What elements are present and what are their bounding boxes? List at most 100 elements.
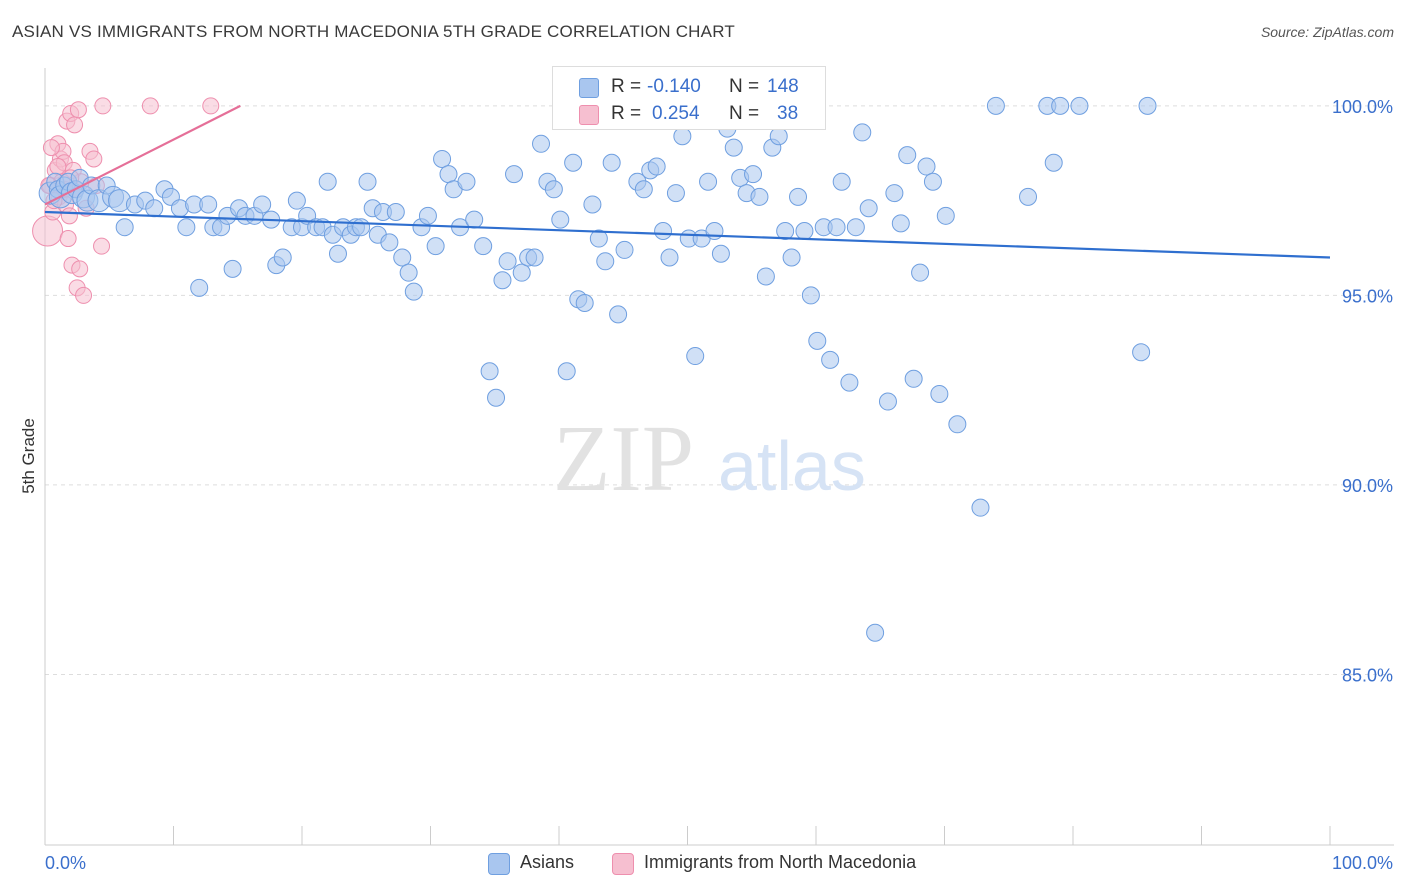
point-macedonia [94,97,112,115]
point-asians [948,415,967,434]
point-macedonia [69,101,87,119]
point-asians [596,252,615,271]
point-asians [177,218,196,237]
point-asians [418,206,437,225]
watermark: ZIP atlas [553,407,866,511]
point-asians [936,206,955,225]
point-asians [673,127,692,146]
point-asians [1132,343,1151,362]
point-asians [380,233,399,252]
point-asians [457,172,476,191]
legend-row-asians: R = -0.140 N = 148 [553,73,825,101]
point-macedonia [93,237,111,255]
trend-line-asians [44,210,1331,259]
point-asians [1044,153,1063,172]
axes [44,68,1394,846]
point-asians [846,218,865,237]
point-asians [782,248,801,267]
point-asians [832,172,851,191]
series-asians [38,96,1157,642]
x-tick-label: 100.0% [1332,853,1393,873]
legend-row-macedonia: R = 0.254 N = 38 [553,100,825,128]
point-asians [564,153,583,172]
point-asians [898,146,917,165]
point-asians [487,388,506,407]
point-asians [589,229,608,248]
y-axis-title: 5th Grade [19,418,38,494]
legend-swatch-macedonia [579,105,599,125]
correlation-legend: R = -0.140 N = 148 R = 0.254 N = 38 [552,66,826,130]
point-asians [615,240,634,259]
point-asians [660,248,679,267]
point-asians [930,384,949,403]
point-asians [1070,96,1089,115]
point-asians [199,195,218,214]
point-asians [223,259,242,278]
point-asians [801,286,820,305]
point-asians [795,221,814,240]
point-asians [253,195,272,214]
point-asians [986,96,1005,115]
point-asians [273,248,292,267]
point-asians [525,248,544,267]
point-asians [853,123,872,142]
legend-r-value: 0.254 [652,103,700,124]
watermark-zip: ZIP [553,407,694,511]
point-asians [750,187,769,206]
point-asians [505,165,524,184]
point-asians [328,244,347,263]
y-tick-label: 85.0% [1342,665,1393,685]
point-macedonia [71,260,89,278]
point-asians [433,149,452,168]
point-asians [917,157,936,176]
gridlines [45,105,1390,675]
point-asians [399,263,418,282]
y-tick-label: 90.0% [1342,476,1393,496]
y-tick-label: 100.0% [1332,97,1393,117]
point-macedonia [49,158,67,176]
point-asians [551,210,570,229]
point-asians [666,184,685,203]
point-asians [393,248,412,267]
point-asians [904,369,923,388]
point-asians [891,214,910,233]
legend-n-value: 148 [767,76,799,97]
point-asians [609,305,628,324]
chart-title: ASIAN VS IMMIGRANTS FROM NORTH MACEDONIA… [12,22,735,41]
point-asians [575,293,594,312]
point-asians [145,199,164,218]
point-asians [190,278,209,297]
point-asians [776,221,795,240]
y-tick-label: 95.0% [1342,286,1393,306]
point-asians [1138,96,1157,115]
point-asians [699,172,718,191]
point-macedonia [32,215,64,247]
point-macedonia [42,139,60,157]
point-asians [426,237,445,256]
point-asians [840,373,859,392]
point-asians [885,184,904,203]
point-macedonia [202,97,220,115]
legend-r-label: R = [611,103,642,124]
point-asians [756,267,775,286]
point-asians [686,347,705,366]
point-asians [474,237,493,256]
source-credit: Source: ZipAtlas.com [1260,24,1394,40]
point-macedonia [141,97,159,115]
legend-swatch-asians [579,78,599,98]
trend-lines [44,104,1331,259]
legend-label-asians: Asians [520,852,575,872]
point-asians [859,199,878,218]
point-asians [744,165,763,184]
point-asians [769,127,788,146]
point-asians [711,244,730,263]
point-asians [498,252,517,271]
point-asians [115,218,134,237]
point-asians [287,191,306,210]
legend-n-label: N = [729,76,760,97]
legend-swatch-macedonia [612,853,634,875]
legend-r-value: -0.140 [647,76,701,97]
legend-swatch-asians [488,853,510,875]
point-asians [493,271,512,290]
